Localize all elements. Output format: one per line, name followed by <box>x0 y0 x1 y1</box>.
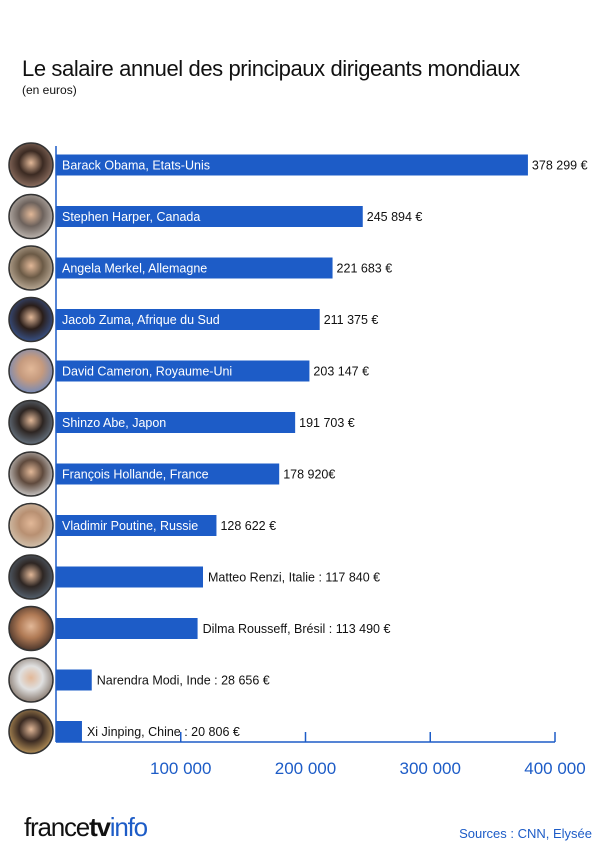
bar-category-label: Stephen Harper, Canada <box>62 210 200 224</box>
bar-category-label: Vladimir Poutine, Russie <box>62 519 198 533</box>
bar-category-label: François Hollande, France <box>62 468 209 482</box>
bar <box>56 669 92 691</box>
portrait-photo-icon <box>8 142 54 188</box>
x-tick-label: 400 000 <box>524 759 585 778</box>
bar-value-label: 221 683 € <box>337 262 393 276</box>
bar-category-label: Angela Merkel, Allemagne <box>62 262 207 276</box>
bar <box>56 257 333 279</box>
bar-value-label: 203 147 € <box>313 365 369 379</box>
bar-chart: Barack Obama, Etats-Unis 378 299 € Stephen… <box>8 142 588 778</box>
bar-category-value-label: Matteo Renzi, Italie : 117 840 € <box>208 571 380 585</box>
portrait-photo-icon <box>8 605 54 652</box>
francetvinfo-logo: francetvinfo <box>24 812 148 843</box>
sources-note: Sources : CNN, Elysée <box>459 826 592 841</box>
bar-category-label: Barack Obama, Etats-Unis <box>62 159 210 173</box>
portrait-photo-icon <box>8 348 54 394</box>
chart-subtitle: (en euros) <box>22 83 77 97</box>
portrait-photo-icon <box>8 193 54 240</box>
x-tick-label: 300 000 <box>400 759 461 778</box>
bar <box>56 515 217 536</box>
bar <box>56 463 280 485</box>
bar-category-label: Jacob Zuma, Afrique du Sud <box>62 313 220 327</box>
bar-category-value-label: Xi Jinping, Chine : 20 806 € <box>87 725 240 739</box>
bar-value-label: 128 622 € <box>220 519 276 533</box>
bar-value-label: 191 703 € <box>299 416 355 430</box>
bar-value-label: 378 299 € <box>532 159 588 173</box>
portrait-photo-icon <box>8 399 54 446</box>
portrait-photo-icon <box>8 451 54 497</box>
bar-category-value-label: Narendra Modi, Inde : 28 656 € <box>97 674 270 688</box>
chart-title: Le salaire annuel des principaux dirigea… <box>22 56 520 81</box>
bar-value-label: 245 894 € <box>367 210 423 224</box>
bar-category-label: Shinzo Abe, Japon <box>62 416 166 430</box>
portrait-photo-icon <box>8 708 54 755</box>
bar <box>56 618 198 639</box>
brand-part-france: france <box>24 812 90 842</box>
portrait-photo-icon <box>8 296 54 343</box>
bar <box>56 206 363 227</box>
portrait-photo-icon <box>8 502 54 549</box>
bar-category-label: David Cameron, Royaume-Uni <box>62 365 232 379</box>
bar <box>56 154 528 176</box>
x-tick-label: 100 000 <box>150 759 211 778</box>
bar <box>56 309 320 330</box>
bar <box>56 566 204 588</box>
brand-part-info: info <box>109 812 148 842</box>
brand-part-tv: tv <box>89 812 111 842</box>
bar <box>56 412 296 433</box>
bar <box>56 721 82 742</box>
bar-category-value-label: Dilma Rousseff, Brésil : 113 490 € <box>203 622 391 636</box>
x-tick-label: 200 000 <box>275 759 336 778</box>
portrait-photo-icon <box>8 554 54 600</box>
portrait-photo-icon <box>8 245 54 291</box>
portrait-photo-icon <box>8 657 54 703</box>
bar-value-label: 211 375 € <box>324 313 379 327</box>
bar <box>56 360 310 382</box>
bar-value-label: 178 920€ <box>283 468 335 482</box>
